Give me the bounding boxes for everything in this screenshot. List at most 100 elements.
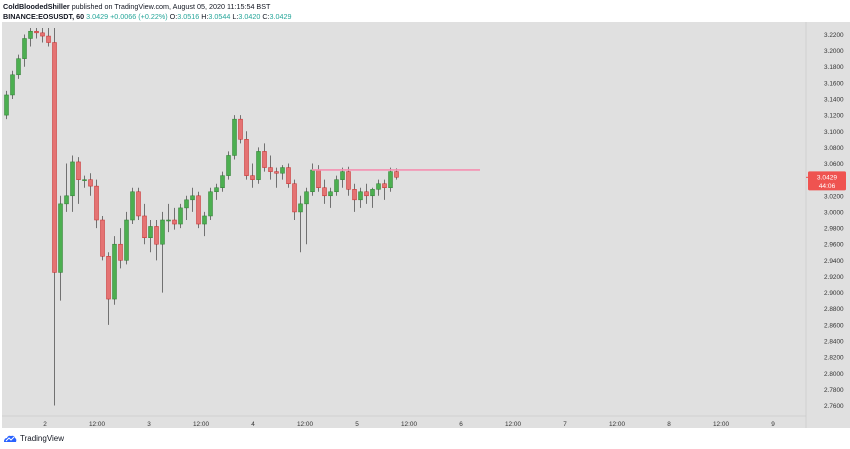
y-tick-label: 3.0200	[824, 193, 844, 200]
y-axis-ticks: 3.2200 3.2000 3.1800 3.1600 3.1400 3.1200 3.10…	[824, 32, 844, 410]
candle-body	[394, 171, 399, 178]
candle-body	[118, 243, 123, 261]
chart-area[interactable]: 3.2200 3.2000 3.1800 3.1600 3.1400 3.1200 3.10…	[0, 22, 850, 432]
candle-body	[298, 203, 303, 213]
price-tag-countdown: 44:06	[819, 183, 836, 190]
candle-body	[4, 94, 9, 116]
candle-body	[256, 151, 261, 180]
candle-body	[196, 195, 201, 225]
x-tick-label: 5	[355, 421, 359, 428]
candle-body	[178, 207, 183, 225]
candle-body	[64, 195, 69, 205]
candle-body	[148, 226, 153, 238]
y-tick-label: 3.1800	[824, 64, 844, 71]
candle-body	[334, 179, 339, 193]
candle-body	[286, 167, 291, 184]
candle-body	[358, 191, 363, 201]
candle-body	[322, 187, 327, 197]
y-tick-label: 2.8600	[824, 322, 844, 329]
x-tick-label: 12:00	[713, 421, 729, 428]
candles-group	[4, 28, 399, 406]
candle-body	[82, 179, 87, 181]
candle-body	[370, 189, 375, 197]
author-name[interactable]: ColdBloodedShiller	[3, 2, 70, 11]
candle-body	[382, 183, 387, 188]
x-tick-label: 8	[667, 421, 671, 428]
y-tick-label: 2.9600	[824, 242, 844, 249]
y-tick-label: 2.9400	[824, 258, 844, 265]
candle-body	[238, 118, 243, 140]
candle-body	[106, 256, 111, 300]
low-value: 3.0420	[238, 11, 261, 21]
candle-body	[250, 175, 255, 180]
y-tick-label: 2.9800	[824, 226, 844, 233]
candle-body	[52, 42, 57, 273]
candle-body	[22, 38, 27, 59]
y-tick-label: 3.2200	[824, 32, 844, 39]
published-text: published on TradingView.com, August 05,…	[71, 2, 271, 11]
x-tick-label: 6	[459, 421, 463, 428]
high-value: 3.0544	[208, 11, 231, 21]
price-tag-value: 3.0429	[817, 175, 838, 182]
price-change: +0.0066 (+0.22%)	[110, 11, 168, 21]
ohlc-line: BINANCE:EOSUSDT, 60 3.0429 +0.0066 (+0.2…	[3, 12, 292, 22]
y-tick-label: 2.8400	[824, 339, 844, 346]
candle-body	[304, 191, 309, 205]
footer: TradingView	[3, 434, 64, 443]
candle-body	[274, 171, 279, 174]
y-tick-label: 3.1600	[824, 80, 844, 87]
candle-body	[214, 187, 219, 193]
x-tick-label: 12:00	[505, 421, 521, 428]
candle-body	[76, 161, 81, 180]
tradingview-brand[interactable]: TradingView	[20, 434, 65, 443]
candle-body	[28, 30, 33, 39]
candle-body	[220, 175, 225, 188]
y-tick-label: 3.0000	[824, 209, 844, 216]
candle-body	[310, 169, 315, 193]
open-value: 3.0516	[177, 11, 200, 21]
x-tick-label: 2	[43, 421, 47, 428]
y-tick-label: 3.0600	[824, 161, 844, 168]
publish-line: ColdBloodedShiller published on TradingV…	[3, 2, 292, 12]
candle-body	[208, 191, 213, 217]
y-tick-label: 2.8000	[824, 371, 844, 378]
candle-body	[232, 118, 237, 156]
y-tick-label: 3.1000	[824, 129, 844, 136]
plot-background	[2, 22, 806, 428]
symbol-label: BINANCE:EOSUSDT, 60	[3, 11, 85, 21]
candle-body	[262, 151, 267, 168]
y-tick-label: 2.8200	[824, 355, 844, 362]
candle-body	[124, 219, 129, 261]
candle-body	[34, 30, 39, 34]
candle-body	[364, 191, 369, 197]
candle-body	[166, 219, 171, 222]
candle-body	[388, 171, 393, 188]
high-label: H:	[201, 11, 209, 21]
price-tag-box	[808, 171, 846, 191]
candle-body	[376, 183, 381, 190]
candle-body	[268, 167, 273, 172]
y-tick-label: 3.1400	[824, 96, 844, 103]
y-tick-label: 3.0800	[824, 145, 844, 152]
x-tick-label: 12:00	[193, 421, 209, 428]
candlestick-chart[interactable]: 3.2200 3.2000 3.1800 3.1600 3.1400 3.1200 3.10…	[0, 22, 850, 432]
candle-body	[172, 219, 177, 225]
candle-body	[226, 155, 231, 176]
candle-body	[94, 185, 99, 221]
candle-body	[292, 183, 297, 213]
candle-body	[184, 199, 189, 209]
y-tick-label: 2.9200	[824, 274, 844, 281]
chart-header: ColdBloodedShiller published on TradingV…	[3, 2, 292, 21]
close-value: 3.0429	[269, 11, 292, 21]
candle-body	[346, 171, 351, 190]
open-label: O:	[169, 11, 178, 21]
candle-body	[46, 35, 51, 43]
candle-body	[328, 191, 333, 197]
y-tick-label: 2.7800	[824, 387, 844, 394]
x-tick-label: 7	[563, 421, 567, 428]
candle-body	[316, 169, 321, 188]
x-axis-ticks: 2 12:00 3 12:00 4 12:00 5 12:00 6 12:00 7 12:00 8 12:…	[43, 421, 775, 428]
x-tick-label: 12:00	[609, 421, 625, 428]
candle-body	[16, 58, 21, 76]
